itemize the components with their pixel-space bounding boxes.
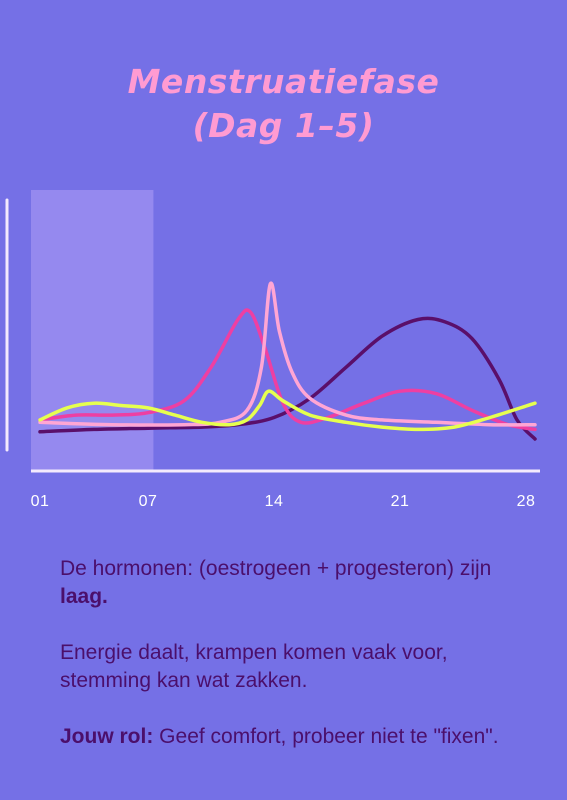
hormones-paragraph: De hormonen: (oestrogeen + progesteron) … [60, 555, 540, 611]
series-line-4 [38, 389, 537, 432]
x-tick-label: 14 [265, 493, 284, 510]
series-layer [38, 281, 537, 441]
description: De hormonen: (oestrogeen + progesteron) … [60, 555, 540, 779]
hormones-level: laag. [60, 585, 108, 608]
hormones-text: De hormonen: (oestrogeen + progesteron) … [60, 557, 492, 580]
role-label: Jouw rol: [60, 725, 154, 748]
x-tick-label: 07 [139, 493, 158, 510]
x-tick-label: 01 [31, 493, 50, 510]
x-tick-labels: 01 07 14 21 28 [31, 493, 536, 510]
series-line-2 [38, 308, 537, 432]
page-title: Menstruatiefase (Dag 1–5) [0, 60, 567, 148]
title-line-1: Menstruatiefase [127, 62, 440, 101]
symptoms-paragraph: Energie daalt, krampen komen vaak voor, … [60, 641, 448, 692]
title-line-2: (Dag 1–5) [192, 106, 375, 145]
series-line-1 [38, 316, 537, 441]
role-text: Geef comfort, probeer niet te "fixen". [153, 725, 499, 748]
series-line-3 [38, 281, 537, 427]
hormone-chart: 01 07 14 21 28 [5, 190, 540, 510]
x-tick-label: 28 [517, 493, 536, 510]
x-tick-label: 21 [391, 493, 410, 510]
role-paragraph: Jouw rol: Geef comfort, probeer niet te … [60, 723, 540, 751]
